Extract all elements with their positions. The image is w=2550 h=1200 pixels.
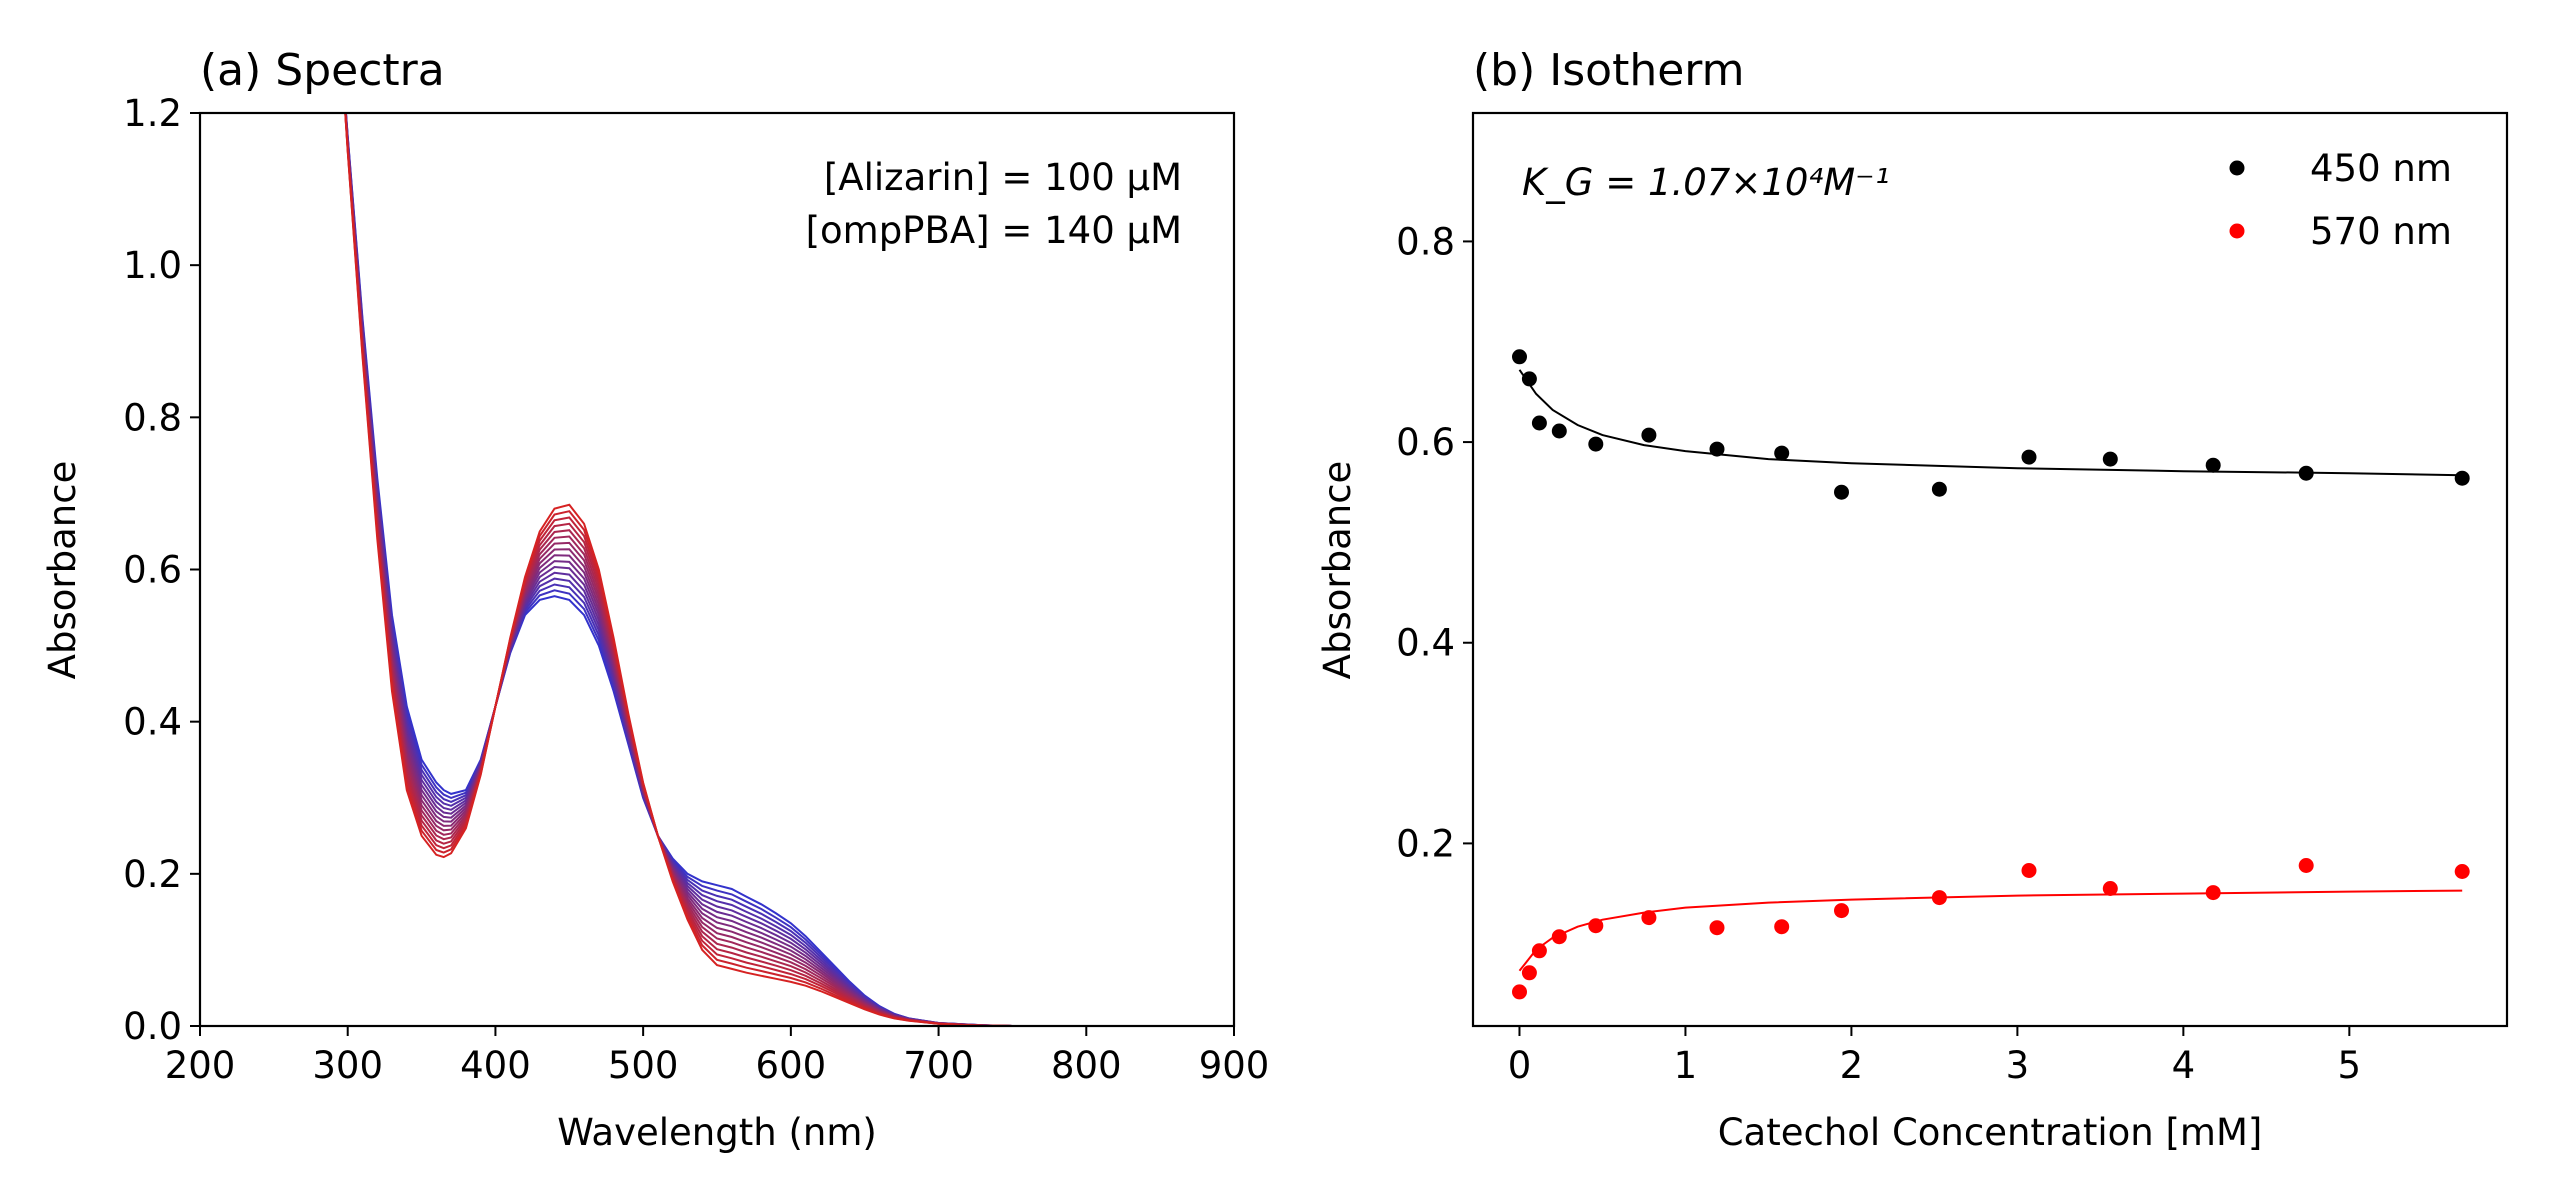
isotherm-plot-frame (1471, 111, 2509, 1028)
data-point-450nm (1551, 423, 1567, 439)
legend-marker-450nm (2229, 160, 2245, 176)
data-point-570nm (1521, 965, 1537, 981)
spectra-curves (344, 113, 1013, 1026)
spectra-y-tick-label: 0.6 (123, 549, 182, 592)
isotherm-y-tick-label: 0.2 (1396, 822, 1455, 865)
data-point-450nm (2454, 470, 2470, 486)
data-point-570nm (2205, 885, 2221, 901)
spectra-x-tick-label: 800 (1051, 1044, 1122, 1087)
isotherm-y-tick-label: 0.6 (1396, 421, 1455, 464)
spectra-x-tick-label: 300 (312, 1044, 383, 1087)
spectra-panel: 200 300 400 500 600 700 800 900 0.0 0.2 0.4 0.6 0.8… (41, 45, 1270, 1154)
data-point-450nm (1521, 371, 1537, 387)
spectra-y-tick-label: 0.8 (123, 396, 182, 439)
spectra-x-tick-label: 700 (903, 1044, 974, 1087)
data-point-570nm (1774, 919, 1790, 935)
data-point-570nm (1709, 920, 1725, 936)
omppba-concentration-annotation: [ompPBA] = 140 μM (806, 209, 1182, 252)
isotherm-x-tick-label: 0 (1508, 1044, 1532, 1087)
isotherm-y-ticks: 0.2 0.4 0.6 0.8 (1396, 220, 1473, 865)
legend-label-570nm: 570 nm (2310, 210, 2452, 253)
spectra-x-tick-label: 600 (756, 1044, 827, 1087)
isotherm-points (1512, 349, 2470, 1000)
isotherm-x-label: Catechol Concentration [mM] (1718, 1111, 2263, 1154)
data-point-570nm (2102, 881, 2118, 896)
spectra-x-label: Wavelength (nm) (557, 1111, 877, 1154)
isotherm-y-tick-label: 0.8 (1396, 220, 1455, 263)
isotherm-y-label: Absorbance (1316, 461, 1359, 680)
data-point-450nm (1931, 481, 1947, 497)
data-point-450nm (1531, 415, 1547, 431)
spectra-y-tick-label: 1.2 (123, 92, 182, 135)
spectra-title: (a) Spectra (200, 45, 445, 96)
data-point-450nm (1512, 349, 1527, 365)
spectra-y-tick-label: 0.0 (123, 1005, 182, 1048)
data-point-450nm (1588, 436, 1604, 452)
isotherm-x-tick-label: 2 (1840, 1044, 1864, 1087)
fit-line-450nm (1518, 369, 2463, 477)
binding-constant-annotation: K_G = 1.07×10⁴M⁻¹ (1522, 161, 1890, 204)
spectra-x-tick-label: 200 (165, 1044, 236, 1087)
spectrum-curve (344, 113, 1013, 1026)
spectra-y-tick-label: 0.2 (123, 853, 182, 896)
data-point-450nm (1641, 427, 1657, 443)
isotherm-x-tick-label: 5 (2338, 1044, 2362, 1087)
data-point-570nm (2021, 863, 2037, 878)
isotherm-x-tick-label: 4 (2172, 1044, 2196, 1087)
legend-marker-570nm (2229, 223, 2245, 239)
spectra-y-label: Absorbance (41, 461, 84, 680)
data-point-450nm (1709, 441, 1725, 457)
data-point-570nm (2454, 864, 2470, 879)
spectra-y-ticks: 0.0 0.2 0.4 0.6 0.8 1.0 1.2 (123, 92, 200, 1048)
data-point-570nm (1551, 929, 1567, 945)
data-point-450nm (2205, 457, 2221, 473)
spectra-x-tick-label: 500 (608, 1044, 679, 1087)
isotherm-x-tick-label: 1 (1674, 1044, 1698, 1087)
data-point-450nm (1774, 445, 1790, 461)
data-point-450nm (1834, 484, 1849, 500)
isotherm-fit-lines (1518, 369, 2463, 972)
data-point-450nm (2298, 465, 2314, 481)
legend-label-450nm: 450 nm (2310, 147, 2452, 190)
data-point-570nm (2298, 858, 2314, 873)
spectra-x-tick-label: 400 (460, 1044, 531, 1087)
isotherm-x-ticks: 0 1 2 3 4 5 (1508, 1026, 2361, 1087)
isotherm-panel: 0 1 2 3 4 5 0.2 0.4 0.6 0.8 (b) Isotherm Catecho… (1316, 45, 2509, 1154)
data-point-450nm (2021, 449, 2037, 465)
isotherm-y-tick-label: 0.4 (1396, 622, 1455, 665)
data-point-570nm (1512, 984, 1527, 1000)
data-point-570nm (1641, 910, 1657, 926)
data-point-570nm (1834, 903, 1849, 919)
isotherm-title: (b) Isotherm (1473, 45, 1744, 96)
alizarin-concentration-annotation: [Alizarin] = 100 μM (824, 156, 1182, 199)
data-point-450nm (2102, 451, 2118, 467)
spectra-y-tick-label: 1.0 (123, 244, 182, 287)
data-point-570nm (1931, 890, 1947, 906)
data-point-570nm (1588, 918, 1604, 934)
isotherm-legend: 450 nm 570 nm (2229, 147, 2452, 253)
spectra-y-tick-label: 0.4 (123, 701, 182, 744)
isotherm-x-tick-label: 3 (2006, 1044, 2030, 1087)
data-point-570nm (1531, 943, 1547, 959)
spectra-x-tick-label: 900 (1199, 1044, 1270, 1087)
fit-line-570nm (1518, 889, 2463, 972)
spectra-x-ticks: 200 300 400 500 600 700 800 900 (165, 1026, 1270, 1087)
